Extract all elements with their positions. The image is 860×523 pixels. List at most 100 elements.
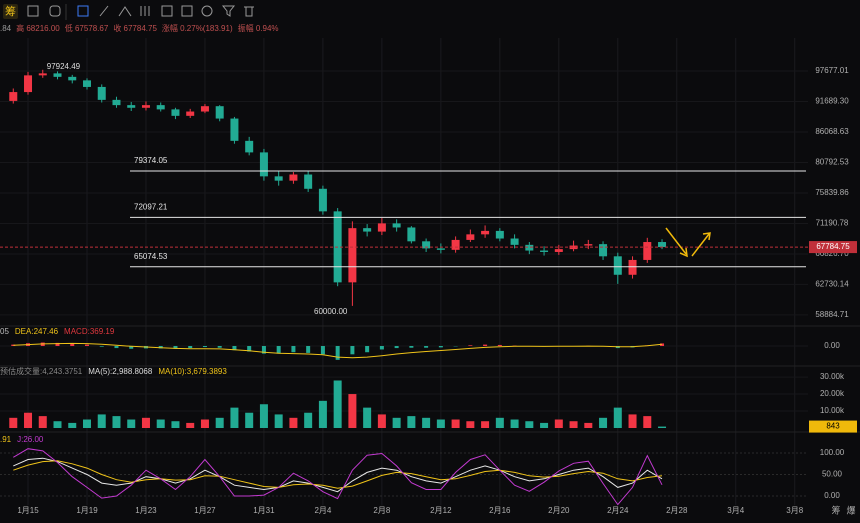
tool-icon[interactable] (161, 5, 173, 17)
macd-bar (379, 346, 384, 350)
macd-bar (497, 344, 502, 346)
candle-body (215, 106, 224, 119)
candle-body (24, 75, 33, 93)
volume-bar (658, 426, 667, 428)
volume-bar (392, 417, 401, 428)
horizontal-line-label: 72097.21 (134, 202, 168, 211)
header-item: 收 67784.75 (113, 23, 157, 33)
volume-bar (540, 422, 549, 428)
macd-bar (247, 346, 252, 352)
y-tick-label: 66826.70 (815, 249, 849, 258)
legend-item: MA(10):3,679.3893 (158, 367, 227, 376)
x-tick-label: 1月27 (194, 506, 216, 515)
tool-icon[interactable] (118, 6, 132, 17)
tool-icon[interactable] (201, 5, 213, 17)
macd-bar (173, 346, 178, 349)
legend-item: DEA:247.46 (15, 327, 59, 336)
candle-body (569, 245, 578, 250)
volume-bar (584, 422, 593, 428)
axis-bg (808, 38, 860, 508)
volume-bar (156, 419, 165, 428)
macd-bar (276, 346, 281, 354)
volume-bar (554, 419, 563, 428)
x-tick-label: 3月4 (727, 506, 744, 515)
x-tick-label: 2月12 (430, 506, 452, 515)
macd-bar (70, 343, 75, 346)
tool-icon[interactable] (27, 5, 39, 17)
y-tick-label: 80792.53 (815, 158, 849, 167)
candle-body (599, 244, 608, 257)
candle-body (318, 188, 327, 212)
y-tick-label: 86068.63 (815, 127, 849, 136)
volume-bar (481, 421, 490, 428)
y-tick-label: 62730.14 (815, 280, 849, 289)
volume-bar (68, 422, 77, 428)
volume-bar (274, 414, 283, 428)
horizontal-line-label: 79374.05 (134, 156, 168, 165)
candle-body (466, 234, 475, 240)
candle-body (540, 250, 549, 252)
volume-bar (466, 421, 475, 428)
candle-body (451, 239, 460, 250)
candle-body (348, 228, 357, 283)
candle-body (38, 73, 47, 76)
candle-body (245, 140, 254, 153)
x-tick-label: 2月8 (373, 506, 390, 515)
tool-icon[interactable] (140, 6, 150, 16)
macd-bar (188, 346, 193, 349)
x-tick-label: 3月8 (786, 506, 803, 515)
kdj-line (13, 457, 663, 493)
candle-body (525, 244, 534, 251)
tool-icon[interactable] (49, 5, 61, 17)
x-tick-label: 2月24 (607, 506, 629, 515)
macd-bar (365, 346, 370, 353)
volume-bar (348, 394, 357, 428)
volume-bar (569, 421, 578, 428)
candle-body (584, 244, 593, 246)
footer-button[interactable]: 爆 (846, 504, 855, 515)
candle-body (171, 109, 180, 116)
footer-button[interactable]: 筹 (831, 504, 840, 515)
header-item: .84 (0, 24, 12, 33)
volume-bar (127, 419, 136, 428)
candle-body (407, 227, 416, 242)
tool-icon[interactable] (244, 6, 254, 17)
header-item: 高 68216.00 (16, 23, 60, 33)
logo-box[interactable] (3, 4, 18, 19)
macd-bar (424, 346, 429, 348)
candle-body (495, 230, 504, 239)
candle-body (304, 174, 313, 189)
header: .84 高 68216.00 低 67578.67 收 67784.75 涨幅 0.27… (0, 23, 279, 33)
candle-body (613, 256, 622, 275)
volume-bar (245, 412, 254, 428)
tool-icon[interactable] (99, 5, 109, 17)
tool-icon[interactable] (181, 5, 193, 17)
candle-body (643, 242, 652, 260)
volume-bar (259, 404, 268, 428)
volume-bar (318, 400, 327, 428)
plot: 1月15 1月19 1月23 1月27 1月31 2月4 2月8 2月12 2月16 2月20 2月… (0, 38, 860, 515)
macd-bar (335, 346, 340, 360)
candle-body (97, 86, 106, 100)
macd-bar (320, 346, 325, 355)
volume-bar (377, 414, 386, 428)
tool-icon[interactable] (221, 5, 236, 17)
legend-item: MACD:369.19 (64, 327, 115, 336)
y-tick-label: 10.00k (820, 406, 845, 415)
legend-item: MA(5):2,988.8068 (88, 367, 153, 376)
macd-bar (468, 345, 473, 346)
tool-icon[interactable] (77, 5, 89, 17)
macd-bar (84, 344, 89, 346)
y-tick-label: 20.00k (820, 389, 845, 398)
legend-item: 预估成交量:4,243.3751 (0, 366, 83, 376)
volume-bar (200, 419, 209, 428)
annotation: 97924.49 (47, 62, 81, 71)
logo[interactable]: 筹 (5, 4, 16, 18)
x-tick-label: 2月4 (314, 506, 331, 515)
macd-bar (438, 346, 443, 348)
candle-body (628, 259, 637, 275)
last-volume-label: 843 (826, 422, 840, 431)
volume-bar (525, 421, 534, 428)
candle-body (186, 111, 195, 116)
